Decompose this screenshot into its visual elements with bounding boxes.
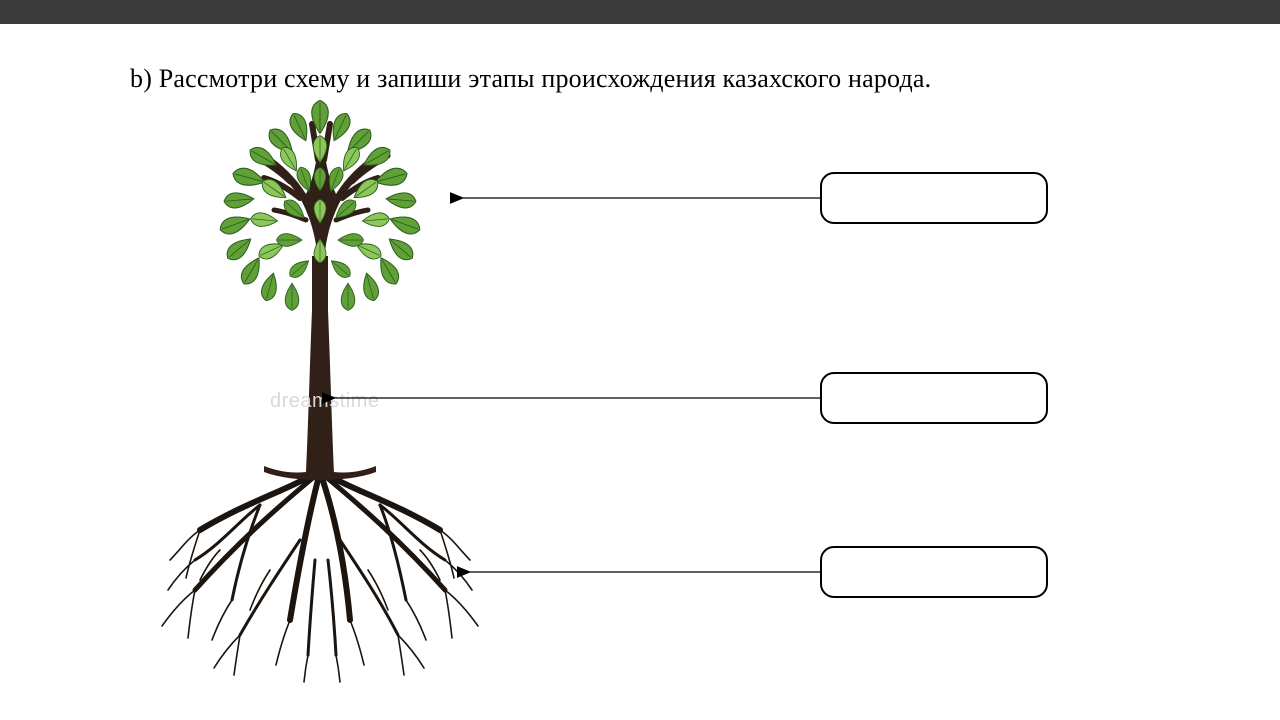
- answer-input-crown[interactable]: [820, 172, 1048, 224]
- answer-input-roots[interactable]: [820, 546, 1048, 598]
- tree-roots: [162, 470, 478, 682]
- tree-diagram: dreamstime: [130, 100, 1150, 700]
- answer-input-trunk[interactable]: [820, 372, 1048, 424]
- question-heading: b) Рассмотри схему и запиши этапы происх…: [130, 64, 1180, 94]
- image-watermark: dreamstime: [270, 390, 379, 413]
- worksheet-content: b) Рассмотри схему и запиши этапы происх…: [0, 24, 1280, 720]
- window-top-bar: [0, 0, 1280, 24]
